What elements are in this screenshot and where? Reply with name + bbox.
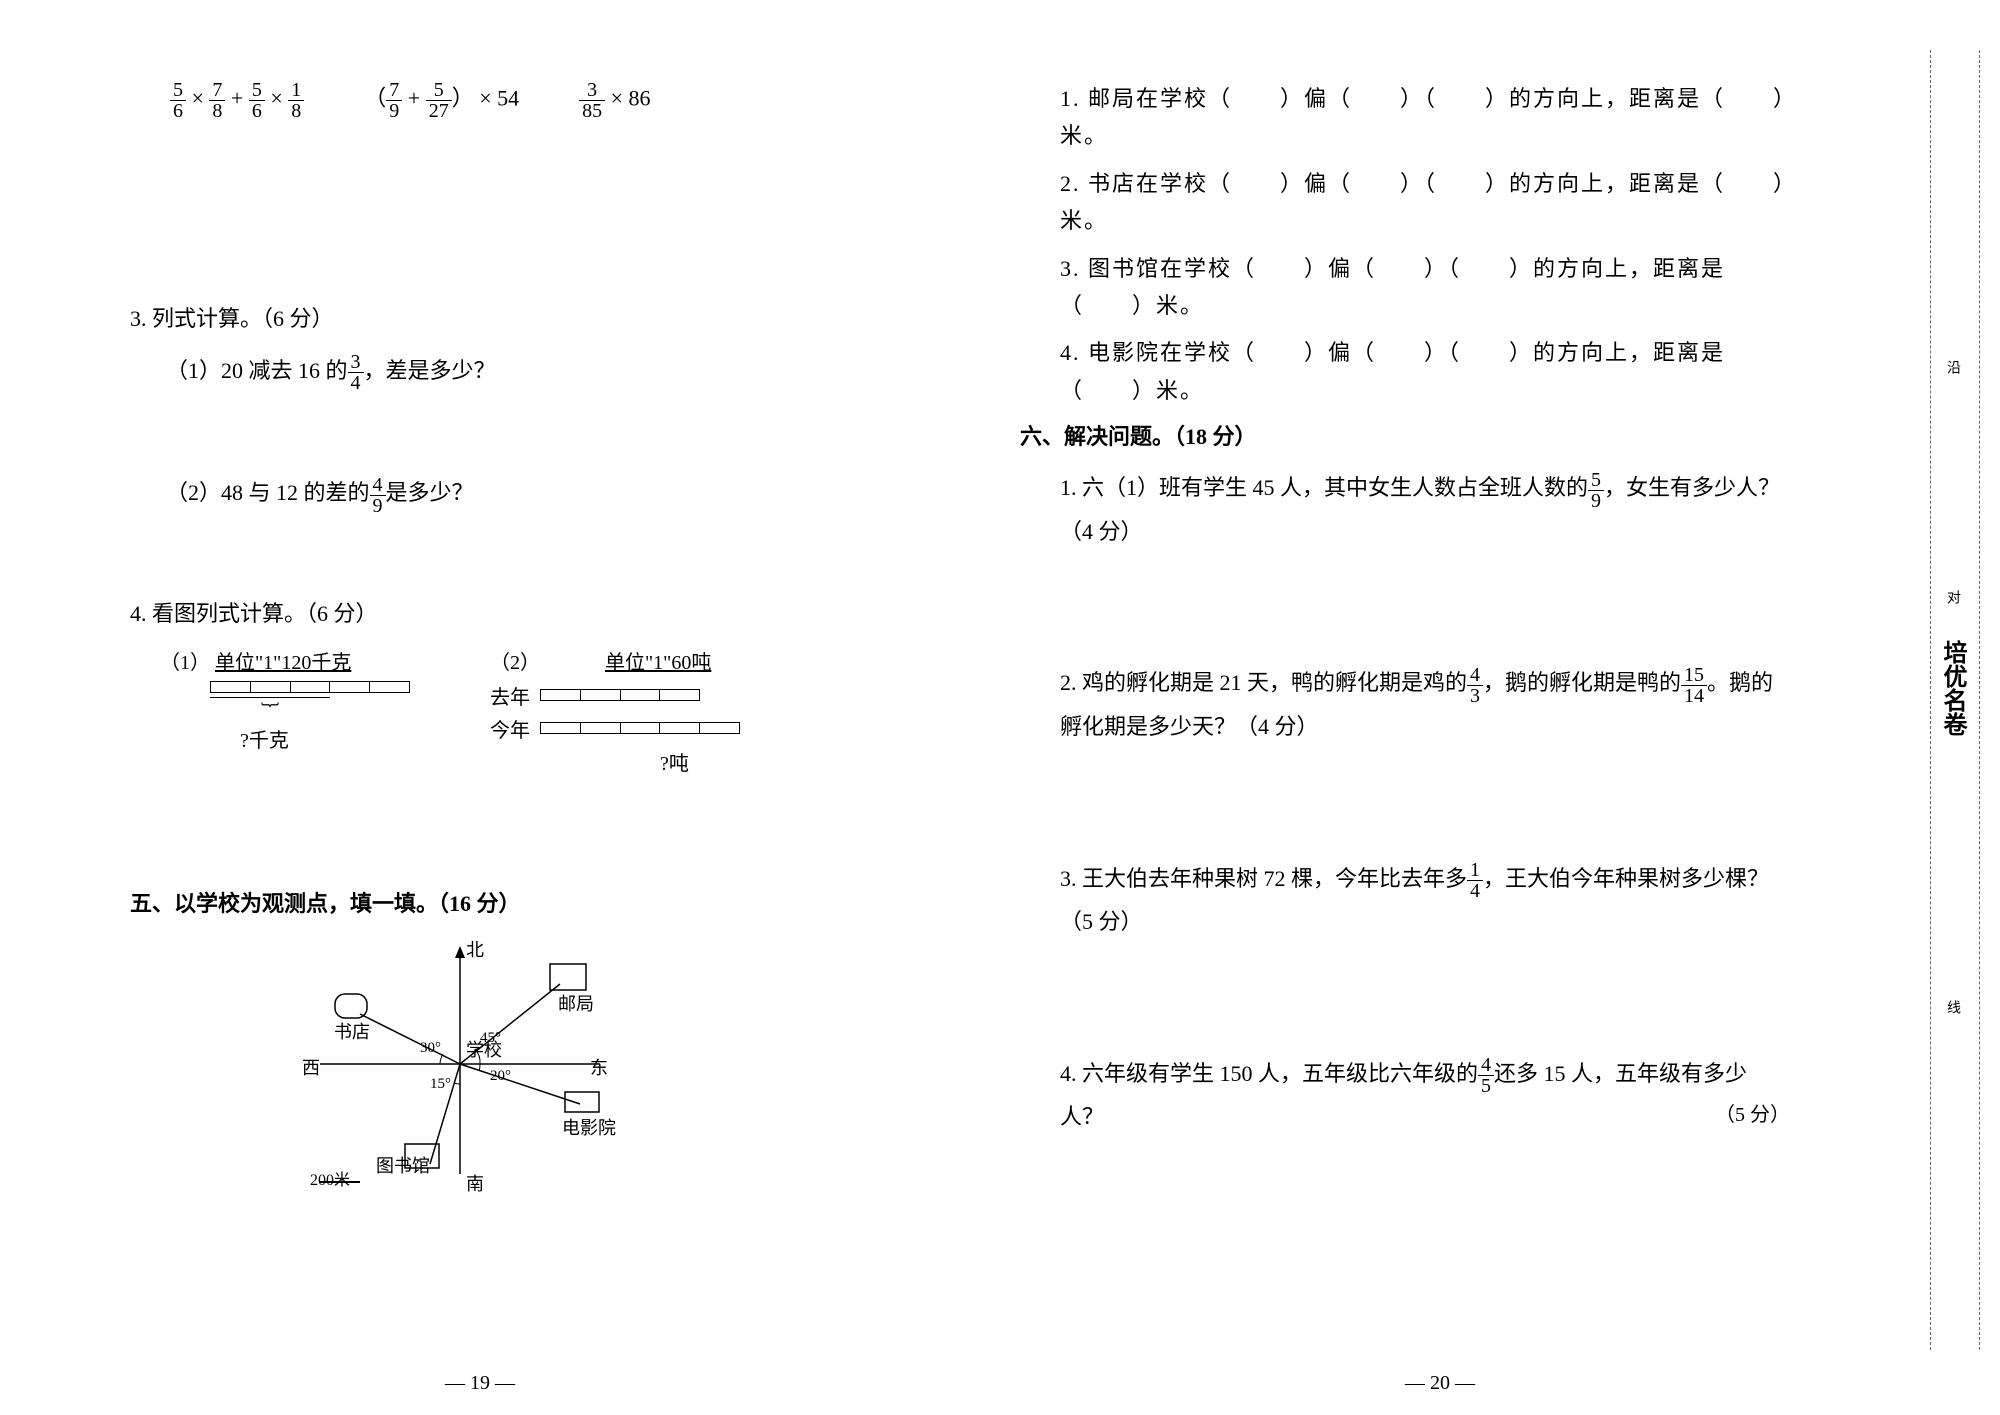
fill-2: 2. 书店在学校（ ）偏（ ）（ ）的方向上，距离是（ ）米。 (1060, 165, 1790, 240)
problem-4: 4. 六年级有学生 150 人，五年级比六年级的45还多 15 人，五年级有多少… (1060, 1053, 1790, 1138)
margin-brand: 培优名卷 (1935, 640, 1970, 736)
compass-diagram: 北 南 东 西 学校 邮局 书店 图书馆 电影院 30° 45° 20° 15°… (280, 934, 640, 1194)
fill-3: 3. 图书馆在学校（ ）偏（ ）（ ）的方向上，距离是（ ）米。 (1060, 250, 1790, 325)
q3-title: 3. 列式计算。（6 分） (130, 301, 890, 333)
q3-sub1: （1）20 减去 16 的34，差是多少？ (166, 351, 890, 393)
fill-1: 1. 邮局在学校（ ）偏（ ）（ ）的方向上，距离是（ ）米。 (1060, 80, 1790, 155)
problem-2: 2. 鸡的孵化期是 21 天，鸭的孵化期是鸡的43，鹅的孵化期是鸭的1514。鹅… (1060, 662, 1790, 747)
q3-sub2: （2）48 与 12 的差的49是多少？ (166, 473, 890, 515)
page-number-right: — 20 — (1405, 1372, 1475, 1395)
q4-graphic-1: （1） 单位"1"120千克 ︸ ?千克 (160, 646, 410, 776)
q4-title: 4. 看图列式计算。（6 分） (130, 596, 890, 628)
page-right: 1. 邮局在学校（ ）偏（ ）（ ）的方向上，距离是（ ）米。 2. 书店在学校… (960, 0, 1920, 1415)
problem-3: 3. 王大伯去年种果树 72 棵，今年比去年多14，王大伯今年种果树多少棵？（5… (1060, 858, 1790, 943)
problem-1: 1. 六（1）班有学生 45 人，其中女生人数占全班人数的59，女生有多少人？（… (1060, 467, 1790, 552)
margin-char-1: 沿 (1942, 360, 1962, 374)
page-left: 56 × 78 + 56 × 18 （79 + 527） × 54 385 × … (0, 0, 960, 1415)
expression-2: （79 + 527） × 54 (364, 80, 519, 121)
expression-1: 56 × 78 + 56 × 18 (170, 80, 304, 121)
expression-row: 56 × 78 + 56 × 18 （79 + 527） × 54 385 × … (130, 80, 890, 121)
margin-char-3: 线 (1942, 1000, 1962, 1014)
q4-graphics: （1） 单位"1"120千克 ︸ ?千克 （2） 单位"1"60吨 去年 今年 … (160, 646, 890, 776)
margin-char-2: 对 (1942, 590, 1962, 604)
section6-title: 六、解决问题。（18 分） (1020, 419, 1790, 451)
fill-4: 4. 电影院在学校（ ）偏（ ）（ ）的方向上，距离是（ ）米。 (1060, 334, 1790, 409)
section5-title: 五、以学校为观测点，填一填。（16 分） (130, 886, 890, 918)
q4-graphic-2: （2） 单位"1"60吨 去年 今年 ?吨 (490, 646, 740, 776)
page-number-left: — 19 — (445, 1372, 515, 1395)
expression-3: 385 × 86 (579, 80, 650, 121)
